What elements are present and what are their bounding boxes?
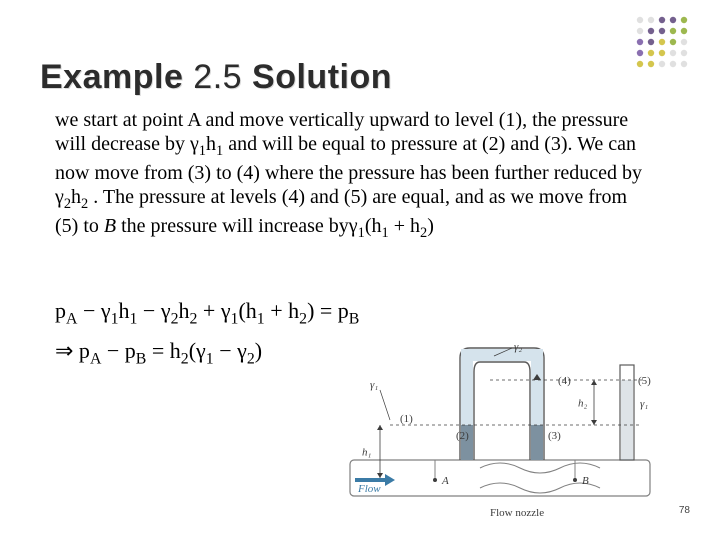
slide-title: Example 2.5 Solution [40,58,392,97]
equation-2: ⇒ pA − pB = h2(γ1 − γ2) [55,338,359,368]
svg-text:Flow: Flow [357,483,381,495]
svg-text:(3): (3) [548,430,561,442]
svg-text:Flow nozzle: Flow nozzle [490,507,544,519]
svg-text:γ₁: γ₁ [640,398,648,410]
page-number: 78 [679,505,690,516]
svg-text:A: A [441,475,449,487]
svg-text:γ₁: γ₁ [370,379,378,391]
svg-text:(5): (5) [638,375,651,387]
corner-dots [632,12,702,82]
svg-text:B: B [582,475,589,487]
body-paragraph: we start at point A and move vertically … [55,108,645,242]
svg-text:h₁: h₁ [362,447,372,459]
svg-text:(2): (2) [456,430,469,442]
svg-text:h₂: h₂ [578,398,588,410]
equations-block: pA − γ1h1 − γ2h2 + γ1(h1 + h2) = pB ⇒ pA… [55,298,359,369]
manometer-diagram: A B Flow Flow nozzle (1) (2) (3) (4) (5) γ₂ γ₁ γ₁ h₁… [330,330,670,520]
svg-text:(1): (1) [400,413,413,425]
svg-text:γ₂: γ₂ [514,341,522,353]
svg-text:(4): (4) [558,375,571,387]
equation-1: pA − γ1h1 − γ2h2 + γ1(h1 + h2) = pB [55,298,359,328]
